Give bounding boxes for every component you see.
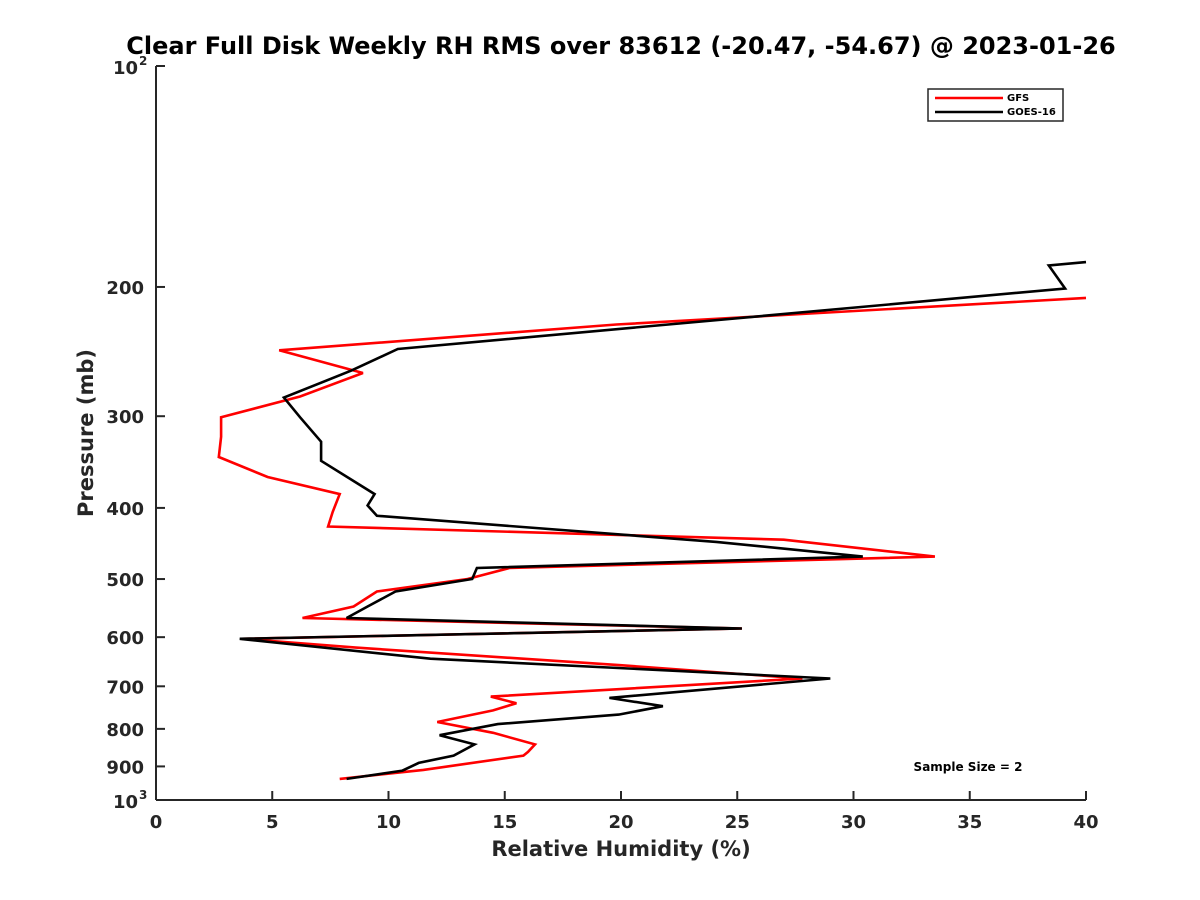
x-tick-label: 15 [492,812,517,833]
y-tick-label: 800 [106,720,144,741]
y-tick-label: 400 [106,499,144,520]
x-tick-label: 20 [608,812,633,833]
x-tick-label: 10 [376,812,401,833]
series-line-goes16 [239,260,1087,781]
y-tick-label: 900 [106,757,144,778]
series-line-gfs [217,296,1087,781]
y-axis-label: Pressure (mb) [74,349,98,517]
y-tick-label-pow-exp: 3 [139,788,147,802]
x-tick-label: 30 [841,812,866,833]
x-tick-label: 25 [725,812,750,833]
legend-label-gfs: GFS [1007,93,1029,104]
legend-box [927,88,1064,122]
x-axis-ticks: 0 5 10 15 20 25 30 35 40 [150,791,1099,833]
x-tick-label: 0 [150,812,163,833]
chart-title: Clear Full Disk Weekly RH RMS over 83612… [126,32,1115,60]
y-tick-label: 600 [106,628,144,649]
x-tick-label: 40 [1073,812,1098,833]
sample-size-annotation: Sample Size = 2 [914,760,1023,774]
series-lines [217,260,1087,781]
x-axis-label: Relative Humidity (%) [491,837,750,861]
y-tick-label-pow-base: 10 [113,58,138,79]
y-tick-label: 500 [106,570,144,591]
legend: GFS GOES-16 [927,88,1064,122]
y-tick-label-pow-exp: 2 [139,54,147,68]
y-tick-label: 700 [106,677,144,698]
y-tick-label-pow-base: 10 [113,792,138,813]
y-tick-label: 300 [106,407,144,428]
y-tick-label: 200 [106,278,144,299]
x-tick-label: 5 [266,812,279,833]
x-tick-label: 35 [957,812,982,833]
legend-label-goes16: GOES-16 [1007,107,1056,118]
